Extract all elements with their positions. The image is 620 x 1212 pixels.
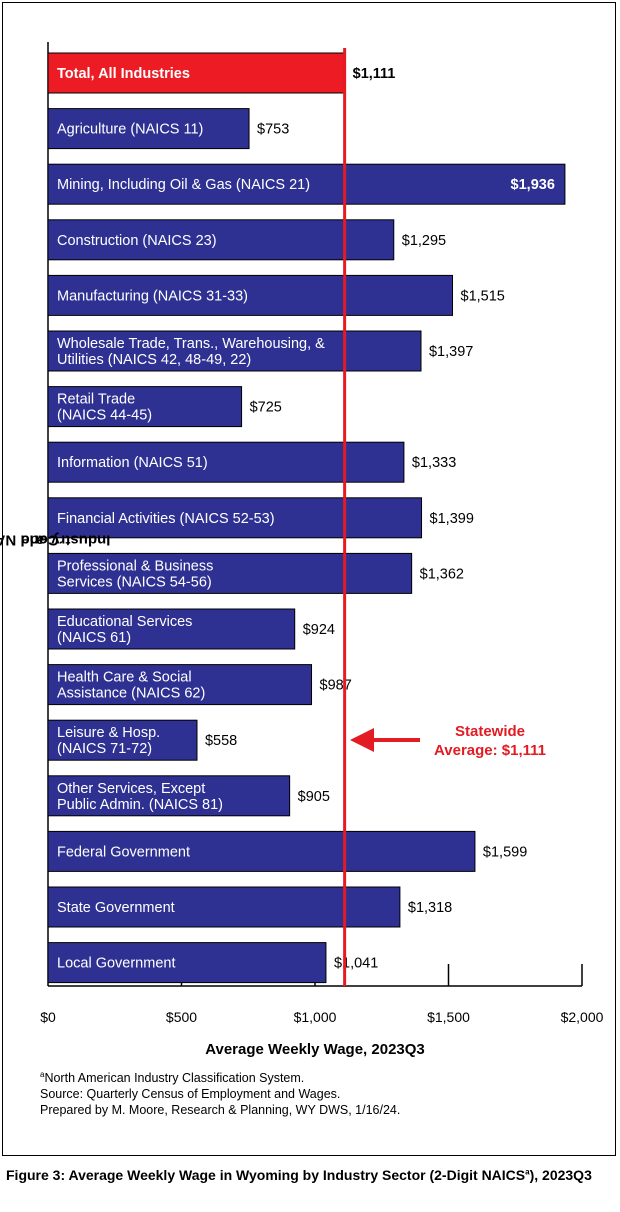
x-tick-label: $2,000 xyxy=(561,1009,604,1025)
bar xyxy=(47,219,395,261)
bar-category-label: Information (NAICS 51) xyxy=(57,455,208,471)
footnote-credit: Prepared by M. Moore, Research & Plannin… xyxy=(40,1103,401,1117)
bar xyxy=(47,942,327,984)
bar-category-label: Assistance (NAICS 62) xyxy=(57,686,205,702)
bar-category-label: (NAICS 44-45) xyxy=(57,408,152,424)
bar xyxy=(47,108,250,150)
footnote-source: Source: Quarterly Census of Employment a… xyxy=(40,1087,341,1101)
bar-category-label: Wholesale Trade, Trans., Warehousing, & xyxy=(57,336,325,352)
reference-label: Statewide xyxy=(455,723,525,740)
bar-value-label: $1,515 xyxy=(461,288,505,304)
bar-value-label: $753 xyxy=(257,122,289,138)
x-axis-label: Average Weekly Wage, 2023Q3 xyxy=(205,1041,425,1058)
footnotes: aNorth American Industry Classification … xyxy=(40,1070,400,1118)
bar-category-label: Utilities (NAICS 42, 48-49, 22) xyxy=(57,352,251,368)
bar-category-label: Health Care & Social xyxy=(57,670,192,686)
x-tick-label: $1,000 xyxy=(294,1009,337,1025)
bar-value-label: $1,397 xyxy=(429,344,473,360)
reference-arrow-head xyxy=(350,728,374,752)
bar-value-label: $1,333 xyxy=(412,455,456,471)
bar-category-label: Mining, Including Oil & Gas (NAICS 21) xyxy=(57,177,310,193)
bar-category-label: Other Services, Except xyxy=(57,781,205,797)
bar-category-label: Professional & Business xyxy=(57,558,213,574)
bar-value-label: $725 xyxy=(250,400,282,416)
bar-value-label: $905 xyxy=(298,789,330,805)
bar-category-label: Public Admin. (NAICS 81) xyxy=(57,797,223,813)
bar xyxy=(47,664,313,706)
bar xyxy=(47,52,346,94)
bar-category-label: (NAICS 61) xyxy=(57,630,131,646)
bar-category-label: Leisure & Hosp. xyxy=(57,725,160,741)
footnote-definition: aNorth American Industry Classification … xyxy=(40,1069,305,1085)
bar-value-label: $1,362 xyxy=(420,566,464,582)
bar-category-label: Manufacturing (NAICS 31-33) xyxy=(57,288,248,304)
bar-value-label: $1,599 xyxy=(483,844,527,860)
bar-category-label: Construction (NAICS 23) xyxy=(57,233,217,249)
bar-category-label: Agriculture (NAICS 11) xyxy=(57,122,203,138)
bar-category-label: State Government xyxy=(57,900,175,916)
bar xyxy=(47,163,566,205)
bar-value-label: $987 xyxy=(320,678,352,694)
bar-value-label: $558 xyxy=(205,733,237,749)
bar-value-label: $1,936 xyxy=(511,177,555,193)
bar-category-label: (NAICS 71-72) xyxy=(57,741,152,757)
x-tick-label: $0 xyxy=(40,1009,56,1025)
bar-value-label: $1,111 xyxy=(353,66,396,82)
bar xyxy=(47,497,423,539)
bar-value-label: $1,399 xyxy=(430,511,474,527)
bar-category-label: Federal Government xyxy=(57,844,190,860)
bar xyxy=(47,608,296,650)
x-tick-label: $1,500 xyxy=(427,1009,470,1025)
figure-caption: Figure 3: Average Weekly Wage in Wyoming… xyxy=(6,1167,592,1183)
bar-category-label: Educational Services xyxy=(57,614,192,630)
bar-value-label: $1,318 xyxy=(408,900,452,916)
bar-value-label: $924 xyxy=(303,622,335,638)
figure-frame xyxy=(2,2,616,1156)
bar-value-label: $1,041 xyxy=(334,956,378,972)
bar-chart: $0 $500 $1,000 $1,500 $2,000 Average Weekly W… xyxy=(40,42,604,1058)
bar xyxy=(47,330,422,372)
bar xyxy=(47,830,476,872)
bar xyxy=(47,386,243,428)
bar-value-label: $1,295 xyxy=(402,233,446,249)
reference-label: Average: $1,111 xyxy=(434,742,546,759)
bar-category-label: Retail Trade xyxy=(57,392,135,408)
bar xyxy=(47,274,454,316)
bar xyxy=(47,775,291,817)
bar-category-label: Total, All Industries xyxy=(57,66,190,82)
bar xyxy=(47,552,413,594)
bar xyxy=(47,719,198,761)
bar-category-label: Services (NAICS 54-56) xyxy=(57,574,212,590)
bar-category-label: Local Government xyxy=(57,956,175,972)
bar-category-label: Financial Activities (NAICS 52-53) xyxy=(57,511,275,527)
x-tick-label: $500 xyxy=(166,1009,197,1025)
bar xyxy=(47,886,401,928)
